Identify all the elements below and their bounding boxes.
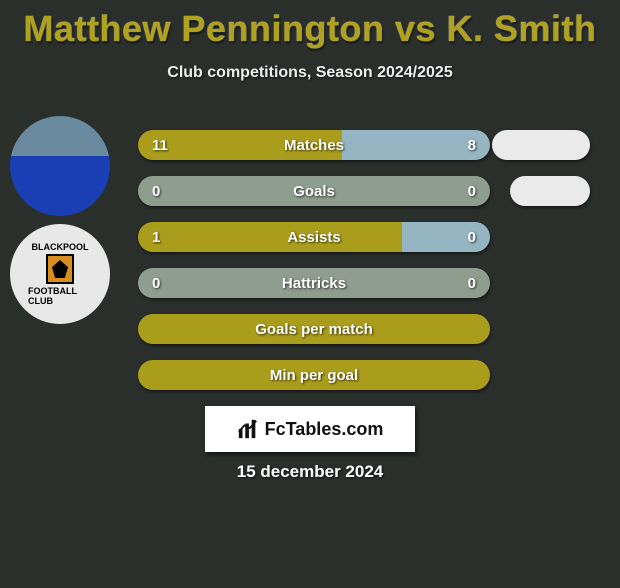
stat-bar-right: [314, 176, 490, 206]
stat-bar-left: [138, 268, 314, 298]
stat-value-right: 0: [468, 183, 476, 200]
stats-pills: [492, 130, 610, 406]
stat-row: Goals per match: [138, 314, 490, 344]
stat-value-left: 0: [152, 275, 160, 292]
club-crest: BLACKPOOL FOOTBALL CLUB: [28, 242, 92, 306]
stat-pill: [510, 176, 590, 206]
stat-bar-left: [138, 222, 402, 252]
stat-pill: [492, 268, 610, 298]
stat-pill: [492, 314, 610, 344]
stat-bar-left: [138, 130, 342, 160]
avatar-column: BLACKPOOL FOOTBALL CLUB: [10, 116, 110, 332]
stat-value-right: 8: [468, 137, 476, 154]
player2-avatar: BLACKPOOL FOOTBALL CLUB: [10, 224, 110, 324]
stat-pill: [492, 360, 610, 390]
stat-bar-right: [314, 268, 490, 298]
crest-bottom-text: FOOTBALL CLUB: [28, 286, 92, 306]
stat-value-left: 11: [152, 137, 168, 154]
chart-icon: [237, 418, 259, 440]
crest-top-text: BLACKPOOL: [32, 242, 89, 252]
stat-bar-left: [138, 314, 490, 344]
stats-bars: Matches118Goals00Assists10Hattricks00Goa…: [138, 130, 490, 406]
comparison-title: Matthew Pennington vs K. Smith: [0, 8, 620, 50]
date-stamp: 15 december 2024: [0, 462, 620, 482]
stat-row: Min per goal: [138, 360, 490, 390]
crest-shield-icon: [46, 254, 74, 284]
stat-row: Matches118: [138, 130, 490, 160]
stat-bar-left: [138, 360, 490, 390]
stat-row: Hattricks00: [138, 268, 490, 298]
stat-value-left: 1: [152, 229, 160, 246]
stat-pill: [492, 130, 590, 160]
stat-row: Goals00: [138, 176, 490, 206]
stat-bar-right: [402, 222, 490, 252]
stat-pill: [492, 222, 610, 252]
stat-value-left: 0: [152, 183, 160, 200]
source-text: FcTables.com: [265, 419, 384, 440]
stat-value-right: 0: [468, 275, 476, 292]
comparison-subtitle: Club competitions, Season 2024/2025: [0, 64, 620, 82]
stat-value-right: 0: [468, 229, 476, 246]
stat-row: Assists10: [138, 222, 490, 252]
source-badge[interactable]: FcTables.com: [205, 406, 415, 452]
player1-avatar: [10, 116, 110, 216]
stat-bar-left: [138, 176, 314, 206]
